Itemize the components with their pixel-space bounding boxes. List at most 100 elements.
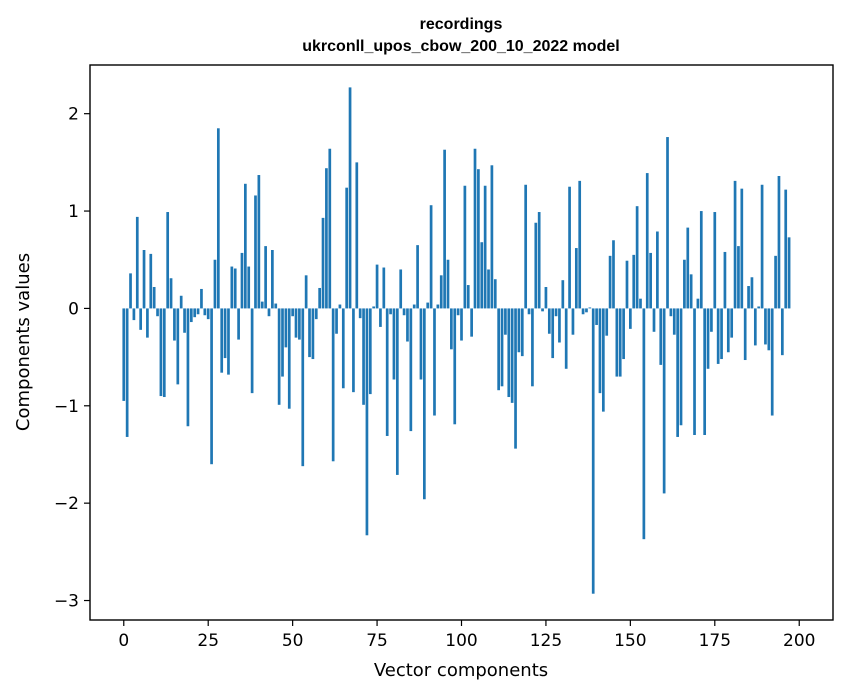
bar-99	[456, 308, 460, 316]
bar-75	[375, 264, 379, 309]
bar-148	[622, 308, 625, 360]
bar-103	[470, 308, 473, 337]
bar-54	[304, 275, 308, 309]
bar-193	[774, 255, 777, 309]
bar-20	[189, 308, 193, 323]
bar-79	[389, 308, 392, 315]
bar-191	[767, 308, 771, 351]
bar-138	[588, 307, 592, 309]
bar-0	[122, 308, 126, 401]
bar-70	[358, 308, 362, 319]
bar-126	[547, 308, 551, 334]
bar-136	[581, 308, 585, 315]
bar-144	[608, 255, 612, 309]
x-tick-label: 75	[366, 631, 388, 651]
chart-title: recordings	[420, 16, 503, 33]
bar-25	[206, 308, 210, 320]
bar-5	[139, 308, 143, 330]
bar-108	[487, 269, 490, 309]
bar-39	[254, 195, 257, 309]
bar-series	[122, 87, 791, 594]
bar-146	[615, 308, 619, 377]
bar-106	[480, 242, 484, 309]
bar-73	[368, 308, 372, 395]
bar-137	[585, 308, 588, 313]
bar-82	[399, 269, 403, 309]
bar-194	[777, 176, 781, 309]
y-axis-label: Components values	[13, 253, 34, 431]
plot-frame	[89, 64, 834, 621]
bar-8	[149, 253, 153, 309]
bar-175	[713, 212, 717, 309]
bar-81	[395, 308, 399, 475]
bar-32	[230, 266, 234, 309]
bar-156	[649, 252, 652, 309]
bar-109	[490, 165, 494, 309]
bar-55	[308, 308, 311, 358]
x-tick-label: 150	[614, 631, 646, 651]
bar-117	[517, 308, 521, 353]
bar-133	[571, 308, 575, 335]
bar-7	[146, 308, 149, 338]
bar-123	[537, 212, 541, 309]
bar-152	[635, 206, 639, 309]
bar-22	[196, 308, 200, 315]
bar-135	[578, 180, 582, 309]
bar-53	[301, 308, 305, 467]
bar-167	[686, 227, 690, 309]
bar-28	[216, 128, 220, 309]
bar-122	[534, 222, 538, 309]
bar-14	[169, 278, 173, 309]
y-tick-label: 2	[68, 105, 79, 125]
bar-158	[656, 231, 659, 309]
bar-30	[223, 308, 227, 359]
bar-186	[750, 277, 754, 309]
bar-170	[696, 298, 700, 309]
bar-155	[645, 173, 649, 309]
bar-69	[355, 162, 359, 309]
bar-140	[595, 308, 598, 325]
bar-159	[659, 308, 663, 365]
bar-77	[382, 267, 386, 309]
bar-160	[662, 308, 666, 494]
bar-161	[666, 137, 669, 309]
bar-37	[247, 266, 251, 309]
y-tick-label: 1	[68, 202, 79, 222]
bar-45	[274, 303, 278, 309]
bar-100	[460, 308, 463, 341]
bar-114	[507, 308, 511, 398]
bar-179	[726, 308, 730, 353]
bar-131	[564, 308, 568, 369]
bar-134	[574, 248, 578, 309]
bar-169	[693, 308, 696, 435]
bar-97	[450, 308, 453, 350]
bar-64	[338, 304, 342, 309]
bar-190	[764, 308, 767, 345]
bar-50	[291, 308, 294, 317]
y-tick-label: −2	[54, 494, 79, 514]
bar-83	[402, 308, 406, 316]
bar-62	[331, 308, 335, 462]
x-tick-label: 175	[699, 631, 731, 651]
bar-187	[753, 308, 757, 346]
bar-143	[605, 308, 609, 336]
bar-87	[416, 245, 419, 309]
bar-10	[156, 308, 159, 317]
y-axis-ticks: −3 −2 −1 0 1 2	[54, 105, 90, 612]
y-tick-label: −3	[54, 592, 79, 612]
bar-98	[453, 308, 457, 425]
bar-120	[527, 308, 531, 315]
bar-157	[652, 308, 656, 332]
bar-101	[463, 185, 467, 309]
bar-125	[544, 287, 548, 309]
bar-165	[679, 308, 683, 426]
bar-31	[227, 308, 230, 375]
bar-124	[541, 308, 544, 312]
bar-188	[757, 306, 761, 309]
bar-129	[558, 308, 561, 343]
bar-189	[760, 184, 764, 309]
bar-26	[210, 308, 213, 465]
bar-154	[642, 308, 646, 540]
bar-195	[780, 308, 784, 356]
bar-162	[669, 308, 673, 317]
